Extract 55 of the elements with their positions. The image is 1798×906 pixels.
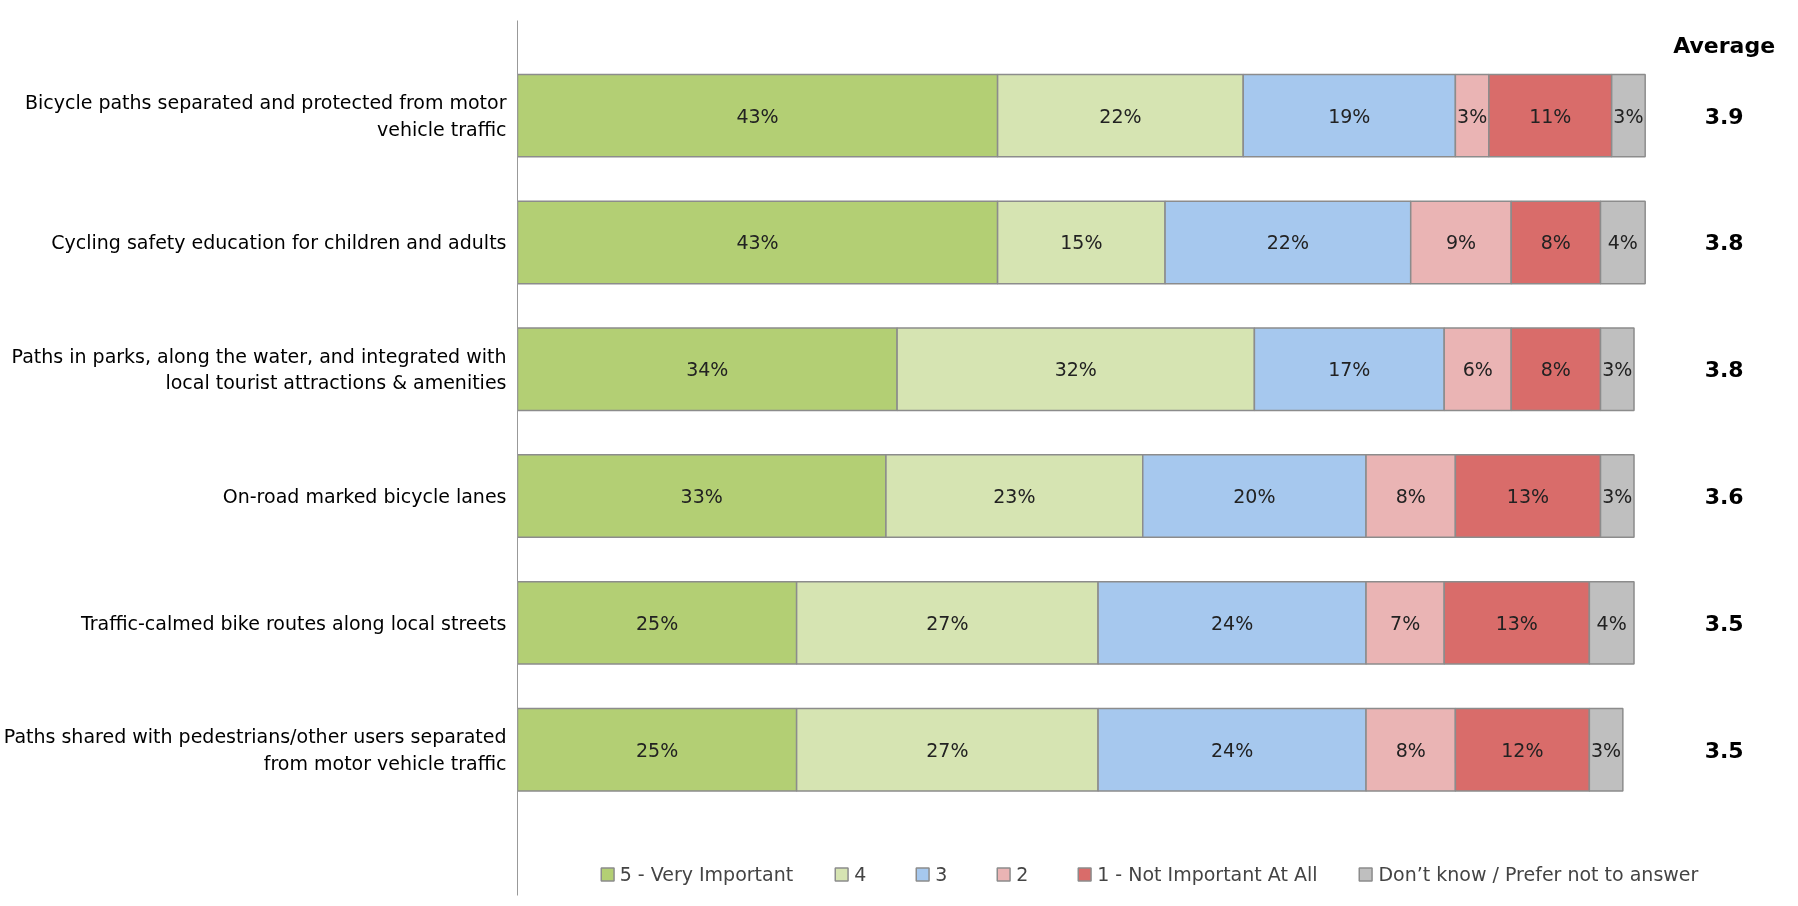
data-label: 7%	[1390, 611, 1421, 634]
data-label: 13%	[1506, 485, 1550, 508]
data-label: 3%	[1602, 358, 1633, 381]
y-tick-label: Paths in parks, along the water, and integrated with local tourist attractions & amenities	[11, 345, 507, 394]
data-label: 25%	[635, 738, 679, 761]
legend-label: 1 - Not Important At All	[1097, 863, 1318, 885]
legend-label: 4	[854, 863, 868, 885]
y-tick-label: Cycling safety education for children and adults	[51, 231, 507, 254]
data-label: 24%	[1210, 738, 1254, 761]
data-label: 8%	[1395, 485, 1426, 508]
data-label: 6%	[1462, 358, 1493, 381]
data-label: 24%	[1210, 611, 1254, 634]
data-label: 3%	[1602, 485, 1633, 508]
data-label: 19%	[1328, 104, 1371, 127]
y-tick-label: On-road marked bicycle lanes	[222, 485, 507, 508]
data-label: 23%	[993, 485, 1036, 508]
data-label: 25%	[635, 611, 679, 634]
data-label: 17%	[1328, 358, 1371, 381]
y-tick-label: Traffic-calmed bike routes along local streets	[79, 611, 507, 634]
data-label: 3%	[1591, 738, 1622, 761]
text: 3.5	[1704, 610, 1744, 636]
data-label: 43%	[736, 104, 779, 127]
data-label: 27%	[926, 611, 969, 634]
data-label: 4%	[1596, 611, 1627, 634]
data-label: 8%	[1540, 231, 1571, 254]
data-label: 33%	[680, 485, 723, 508]
data-label: 34%	[686, 358, 729, 381]
text: 3.8	[1704, 357, 1744, 383]
data-label: 27%	[926, 738, 969, 761]
data-label: 3%	[1613, 104, 1644, 127]
text: 3.8	[1704, 230, 1744, 256]
text: 3.9	[1704, 103, 1744, 129]
data-label: 13%	[1495, 611, 1538, 634]
legend-label: Don’t know / Prefer not to answer	[1378, 863, 1699, 885]
y-tick-label: Bicycle paths separated and protected from motor vehicle traffic	[24, 91, 507, 140]
data-label: 8%	[1540, 358, 1571, 381]
legend-label: 3	[935, 863, 949, 885]
data-label: 3%	[1457, 104, 1488, 127]
data-label: 4%	[1607, 231, 1638, 254]
text: Average	[1673, 33, 1776, 59]
data-label: 9%	[1445, 231, 1477, 254]
data-label: 11%	[1529, 104, 1572, 127]
data-label: 43%	[736, 231, 779, 254]
legend-label: 5 - Very Important	[619, 863, 794, 885]
data-label: 15%	[1060, 231, 1103, 254]
data-label: 22%	[1099, 104, 1142, 127]
data-label: 12%	[1501, 738, 1544, 761]
text: 3.6	[1704, 484, 1744, 510]
data-label: 20%	[1233, 485, 1276, 508]
legend-label: 2	[1016, 863, 1030, 885]
y-tick-label: Paths shared with pedestrians/other users separated from motor vehicle traffic	[3, 725, 507, 774]
data-label: 22%	[1266, 231, 1310, 254]
text: 3.5	[1704, 737, 1744, 763]
data-label: 32%	[1054, 358, 1097, 381]
data-label: 8%	[1395, 738, 1426, 761]
